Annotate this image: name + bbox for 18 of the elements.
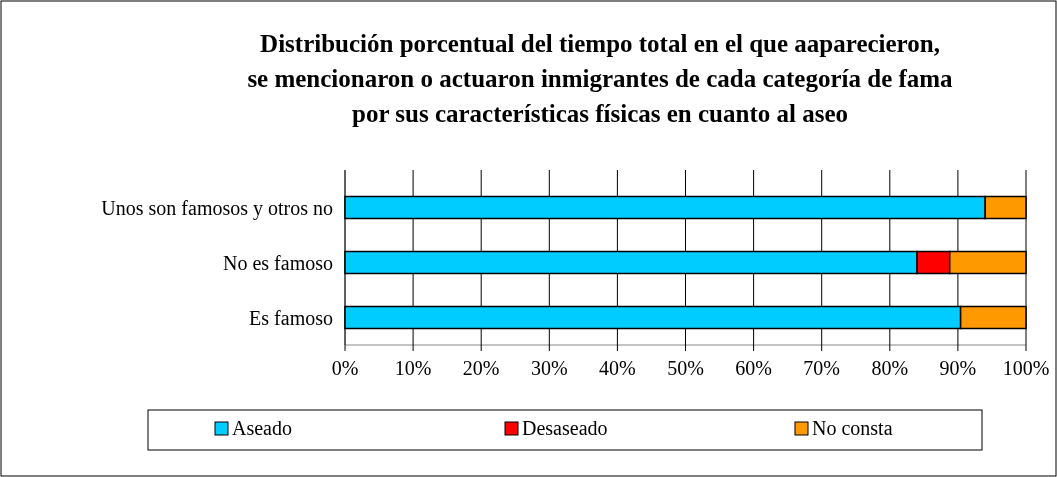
y-tick-label: Unos son famosos y otros no <box>101 196 333 220</box>
x-tick-label: 80% <box>871 357 909 379</box>
x-tick-label: 0% <box>331 357 359 379</box>
x-tick-label: 10% <box>394 357 432 379</box>
legend-label: Aseado <box>232 417 292 439</box>
legend-label: Desaseado <box>522 417 608 439</box>
y-tick-label: Es famoso <box>249 306 333 329</box>
x-tick-label: 30% <box>530 357 568 379</box>
x-tick-label: 20% <box>462 357 500 379</box>
x-tick-label: 40% <box>599 357 636 379</box>
y-tick-label: No es famoso <box>223 251 333 274</box>
x-tick-label: 50% <box>667 357 704 379</box>
chart-title: Distribución porcentual del tiempo total en el que aaparecieron, se mencionaron o actuaron inmigrantes de cada categoría de fama por sus características físicas en cuanto al aseo <box>247 30 954 127</box>
x-tick-label: 100% <box>1002 357 1050 379</box>
x-tick-label: 60% <box>735 357 772 379</box>
x-tick-label: 90% <box>939 357 977 379</box>
x-tick-label: 70% <box>803 357 841 379</box>
legend-label: No consta <box>812 417 893 439</box>
